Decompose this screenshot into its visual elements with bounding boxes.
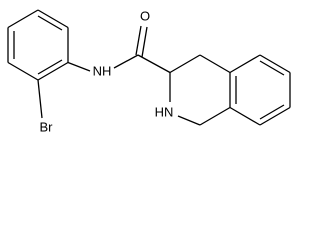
- bond: [137, 54, 171, 74]
- atom-label: O: [140, 8, 150, 23]
- bond: [7, 9, 39, 29]
- bond: [199, 106, 231, 126]
- bond: [259, 54, 291, 74]
- bond: [37, 9, 69, 29]
- bond: [37, 15, 63, 31]
- atom-label: NH: [93, 63, 112, 78]
- bond: [177, 115, 201, 126]
- bond: [169, 54, 201, 74]
- atom-label: Br: [40, 119, 54, 134]
- atom-label: HN: [155, 104, 174, 119]
- bond: [113, 54, 139, 69]
- bond: [199, 54, 231, 74]
- bond: [141, 26, 148, 58]
- bonds: [7, 9, 291, 126]
- bond: [259, 60, 285, 76]
- bond: [37, 61, 69, 81]
- bond: [37, 59, 63, 75]
- bond: [67, 61, 91, 72]
- bond: [259, 106, 291, 126]
- bond: [229, 106, 261, 126]
- bond: [7, 61, 39, 81]
- page: O NH Br HN (() => { const data = JSON.pa…: [7, 8, 291, 135]
- molecule-diagram: O NH Br HN: [7, 8, 291, 134]
- bond: [259, 104, 285, 120]
- bond: [37, 79, 43, 119]
- bond: [229, 54, 261, 74]
- bond: [135, 25, 142, 56]
